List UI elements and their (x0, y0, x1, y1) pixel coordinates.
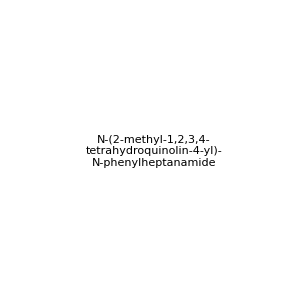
Text: N-(2-methyl-1,2,3,4-
tetrahydroquinolin-4-yl)-
N-phenylheptanamide: N-(2-methyl-1,2,3,4- tetrahydroquinolin-… (85, 135, 222, 168)
